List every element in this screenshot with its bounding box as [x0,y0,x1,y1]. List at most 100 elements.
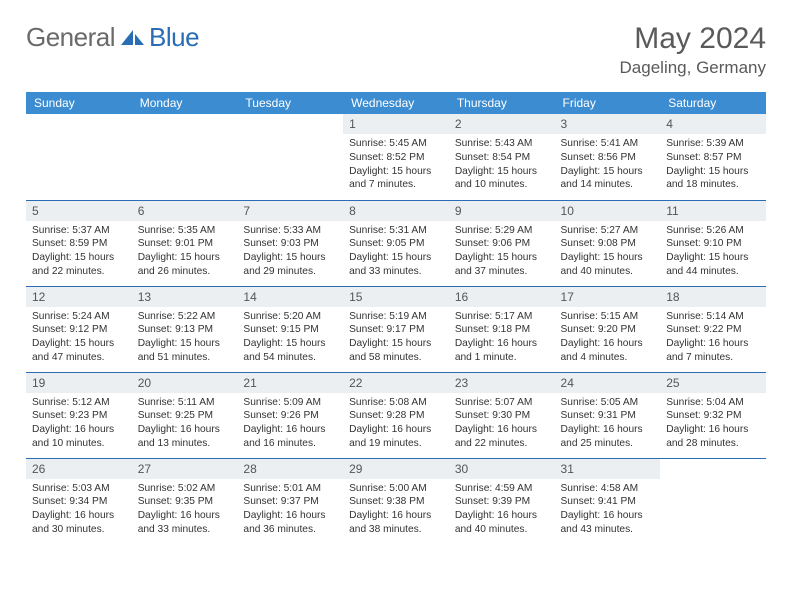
calendar-day-cell: . [26,114,132,200]
brand-logo: General Blue [26,22,199,53]
day-info-line: and 33 minutes. [349,265,443,279]
day-info-line: Daylight: 16 hours [32,509,126,523]
day-info-line: Sunset: 9:20 PM [561,323,655,337]
day-info-line: Daylight: 16 hours [561,423,655,437]
calendar-day-cell: 9Sunrise: 5:29 AMSunset: 9:06 PMDaylight… [449,200,555,286]
day-info-line: Sunset: 8:54 PM [455,151,549,165]
day-info-line: Daylight: 16 hours [32,423,126,437]
day-info-line: Sunset: 9:31 PM [561,409,655,423]
calendar-day-cell: . [132,114,238,200]
day-info-line: Sunset: 9:23 PM [32,409,126,423]
day-info-line: Sunrise: 5:24 AM [32,310,126,324]
day-info-line: Daylight: 15 hours [349,251,443,265]
day-info-line: Sunset: 9:32 PM [666,409,760,423]
calendar-day-cell: 3Sunrise: 5:41 AMSunset: 8:56 PMDaylight… [555,114,661,200]
day-info-line: and 58 minutes. [349,351,443,365]
calendar-day-cell: 19Sunrise: 5:12 AMSunset: 9:23 PMDayligh… [26,372,132,458]
weekday-header: Friday [555,92,661,114]
day-info-line: Sunset: 8:56 PM [561,151,655,165]
day-info-line: and 44 minutes. [666,265,760,279]
day-info-line: Sunset: 9:03 PM [243,237,337,251]
day-info-line: and 7 minutes. [666,351,760,365]
calendar-day-cell: 28Sunrise: 5:01 AMSunset: 9:37 PMDayligh… [237,458,343,544]
day-info-line: and 51 minutes. [138,351,232,365]
day-info-line: Daylight: 15 hours [455,251,549,265]
day-info-line: Sunrise: 5:37 AM [32,224,126,238]
day-info-line: Sunrise: 5:09 AM [243,396,337,410]
calendar-day-cell: 26Sunrise: 5:03 AMSunset: 9:34 PMDayligh… [26,458,132,544]
day-info-line: and 14 minutes. [561,178,655,192]
day-info-line: Sunrise: 5:03 AM [32,482,126,496]
day-info-line: Daylight: 15 hours [243,337,337,351]
day-info-line: Daylight: 16 hours [561,509,655,523]
day-info-line: and 16 minutes. [243,437,337,451]
calendar-day-cell: 12Sunrise: 5:24 AMSunset: 9:12 PMDayligh… [26,286,132,372]
day-info-line: and 10 minutes. [455,178,549,192]
day-info-line: Sunset: 9:25 PM [138,409,232,423]
day-number: 25 [660,373,766,393]
day-number: 2 [449,114,555,134]
calendar-week-row: 5Sunrise: 5:37 AMSunset: 8:59 PMDaylight… [26,200,766,286]
calendar-day-cell: 6Sunrise: 5:35 AMSunset: 9:01 PMDaylight… [132,200,238,286]
day-info-line: Sunset: 9:38 PM [349,495,443,509]
calendar-day-cell: 30Sunrise: 4:59 AMSunset: 9:39 PMDayligh… [449,458,555,544]
day-info-line: Sunset: 9:41 PM [561,495,655,509]
sail-icon [117,28,147,48]
brand-word1: General [26,22,115,53]
calendar-day-cell: 20Sunrise: 5:11 AMSunset: 9:25 PMDayligh… [132,372,238,458]
day-info-line: Sunset: 9:08 PM [561,237,655,251]
day-info-line: Sunset: 9:34 PM [32,495,126,509]
day-number: 14 [237,287,343,307]
day-info-line: and 1 minute. [455,351,549,365]
day-info-line: Sunrise: 5:43 AM [455,137,549,151]
day-info-line: and 29 minutes. [243,265,337,279]
day-number: 1 [343,114,449,134]
day-info-line: Daylight: 15 hours [138,251,232,265]
calendar-day-cell: 8Sunrise: 5:31 AMSunset: 9:05 PMDaylight… [343,200,449,286]
calendar-day-cell: 27Sunrise: 5:02 AMSunset: 9:35 PMDayligh… [132,458,238,544]
day-info-line: Daylight: 16 hours [243,423,337,437]
calendar-day-cell: 16Sunrise: 5:17 AMSunset: 9:18 PMDayligh… [449,286,555,372]
day-info-line: Sunrise: 5:29 AM [455,224,549,238]
day-info-line: Daylight: 16 hours [349,423,443,437]
day-info-line: Daylight: 16 hours [455,423,549,437]
day-info-line: Sunrise: 5:22 AM [138,310,232,324]
day-number: 20 [132,373,238,393]
day-info-line: Sunset: 9:05 PM [349,237,443,251]
calendar-day-cell: 13Sunrise: 5:22 AMSunset: 9:13 PMDayligh… [132,286,238,372]
calendar-day-cell: 31Sunrise: 4:58 AMSunset: 9:41 PMDayligh… [555,458,661,544]
day-info-line: Sunrise: 5:07 AM [455,396,549,410]
calendar-day-cell: 21Sunrise: 5:09 AMSunset: 9:26 PMDayligh… [237,372,343,458]
day-info-line: and 36 minutes. [243,523,337,537]
calendar-page: General Blue May 2024 Dageling, Germany … [0,0,792,564]
day-info-line: Sunrise: 5:41 AM [561,137,655,151]
day-info-line: and 47 minutes. [32,351,126,365]
day-info-line: Daylight: 15 hours [561,251,655,265]
day-number: 27 [132,459,238,479]
day-info-line: Sunrise: 5:17 AM [455,310,549,324]
calendar-day-cell: . [660,458,766,544]
day-info-line: Sunrise: 5:08 AM [349,396,443,410]
day-info-line: Daylight: 16 hours [561,337,655,351]
day-info-line: and 22 minutes. [455,437,549,451]
calendar-day-cell: 7Sunrise: 5:33 AMSunset: 9:03 PMDaylight… [237,200,343,286]
day-info-line: Daylight: 16 hours [349,509,443,523]
day-info-line: Sunset: 8:57 PM [666,151,760,165]
day-info-line: and 54 minutes. [243,351,337,365]
day-info-line: Sunrise: 5:14 AM [666,310,760,324]
title-block: May 2024 Dageling, Germany [620,22,766,78]
day-info-line: and 33 minutes. [138,523,232,537]
weekday-header: Tuesday [237,92,343,114]
calendar-day-cell: 29Sunrise: 5:00 AMSunset: 9:38 PMDayligh… [343,458,449,544]
day-number: 11 [660,201,766,221]
day-info-line: Daylight: 15 hours [666,251,760,265]
weekday-header: Sunday [26,92,132,114]
day-number: 16 [449,287,555,307]
day-number: 28 [237,459,343,479]
day-info-line: Sunset: 9:39 PM [455,495,549,509]
day-number: 12 [26,287,132,307]
day-number: 15 [343,287,449,307]
day-info-line: Sunset: 9:17 PM [349,323,443,337]
day-info-line: and 7 minutes. [349,178,443,192]
day-number: 29 [343,459,449,479]
